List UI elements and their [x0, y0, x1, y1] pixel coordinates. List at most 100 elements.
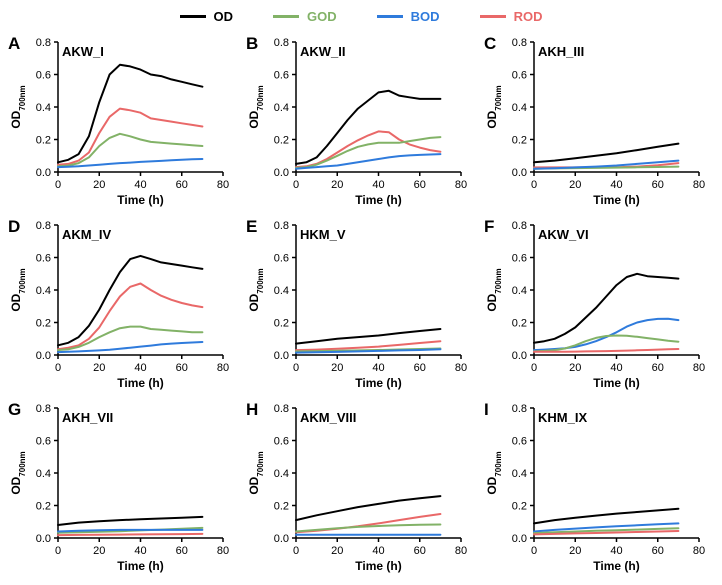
svg-text:0.4: 0.4	[36, 468, 51, 480]
svg-text:0.4: 0.4	[36, 102, 51, 114]
svg-text:0.2: 0.2	[36, 501, 51, 513]
legend-label: BOD	[411, 9, 440, 24]
legend-item: GOD	[273, 9, 337, 24]
svg-text:OD700nm: OD700nm	[485, 85, 503, 128]
svg-text:0.0: 0.0	[274, 533, 289, 545]
svg-text:0.0: 0.0	[512, 533, 527, 545]
svg-text:40: 40	[610, 179, 622, 191]
svg-text:0: 0	[55, 362, 61, 374]
svg-text:0.8: 0.8	[36, 37, 51, 49]
panel-chart: 0.00.20.40.60.8020406080OD700nmTime (h)	[476, 213, 714, 396]
legend-swatch	[377, 15, 403, 18]
svg-text:40: 40	[610, 362, 622, 374]
legend-label: OD	[214, 9, 234, 24]
svg-text:0.0: 0.0	[512, 350, 527, 362]
svg-text:80: 80	[693, 545, 705, 557]
svg-text:60: 60	[652, 179, 664, 191]
panel-title: AKW_II	[300, 44, 346, 59]
series-line	[296, 137, 440, 168]
svg-text:0.6: 0.6	[274, 436, 289, 448]
svg-text:0.2: 0.2	[36, 318, 51, 330]
svg-text:OD700nm: OD700nm	[9, 85, 27, 128]
svg-text:OD700nm: OD700nm	[9, 268, 27, 311]
svg-text:0.2: 0.2	[512, 501, 527, 513]
svg-text:0.0: 0.0	[274, 167, 289, 179]
svg-text:80: 80	[455, 179, 467, 191]
panel-chart: 0.00.20.40.60.8020406080OD700nmTime (h)	[0, 30, 238, 213]
panel-title: HKM_V	[300, 227, 346, 242]
svg-text:0.4: 0.4	[274, 285, 289, 297]
svg-text:0.8: 0.8	[512, 37, 527, 49]
panel: IKHM_IX0.00.20.40.60.8020406080OD700nmTi…	[476, 396, 714, 579]
series-line	[534, 319, 678, 350]
svg-text:0: 0	[531, 362, 537, 374]
svg-text:80: 80	[455, 545, 467, 557]
panel: EHKM_V0.00.20.40.60.8020406080OD700nmTim…	[238, 213, 476, 396]
panel-grid: AAKW_I0.00.20.40.60.8020406080OD700nmTim…	[0, 30, 722, 585]
series-line	[58, 134, 202, 167]
svg-text:0.6: 0.6	[512, 253, 527, 265]
svg-text:0.8: 0.8	[512, 220, 527, 232]
svg-text:40: 40	[372, 545, 384, 557]
svg-text:Time (h): Time (h)	[593, 376, 639, 390]
series-line	[296, 525, 440, 532]
svg-text:80: 80	[217, 179, 229, 191]
svg-text:OD700nm: OD700nm	[247, 85, 265, 128]
panel-title: AKW_VI	[538, 227, 589, 242]
svg-text:60: 60	[176, 545, 188, 557]
svg-text:40: 40	[134, 545, 146, 557]
svg-text:0.8: 0.8	[36, 220, 51, 232]
svg-text:OD700nm: OD700nm	[247, 451, 265, 494]
svg-text:40: 40	[134, 179, 146, 191]
panel-title: AKW_I	[62, 44, 104, 59]
legend-swatch	[180, 15, 206, 18]
svg-text:0: 0	[531, 179, 537, 191]
svg-text:60: 60	[652, 362, 664, 374]
svg-text:0.2: 0.2	[36, 135, 51, 147]
svg-text:80: 80	[217, 362, 229, 374]
svg-text:0.6: 0.6	[274, 253, 289, 265]
svg-text:0: 0	[55, 545, 61, 557]
svg-text:0.0: 0.0	[36, 167, 51, 179]
svg-text:Time (h): Time (h)	[355, 193, 401, 207]
panel-letter: E	[246, 217, 257, 237]
svg-text:0.2: 0.2	[512, 135, 527, 147]
svg-text:80: 80	[693, 362, 705, 374]
svg-text:0: 0	[293, 179, 299, 191]
panel-letter: C	[484, 34, 496, 54]
svg-text:20: 20	[569, 179, 581, 191]
panel-title: KHM_IX	[538, 410, 587, 425]
svg-text:60: 60	[414, 362, 426, 374]
series-line	[534, 509, 678, 524]
legend-item: BOD	[377, 9, 440, 24]
svg-text:0.4: 0.4	[36, 285, 51, 297]
svg-text:20: 20	[93, 179, 105, 191]
svg-text:80: 80	[217, 545, 229, 557]
panel: CAKH_III0.00.20.40.60.8020406080OD700nmT…	[476, 30, 714, 213]
svg-text:Time (h): Time (h)	[593, 559, 639, 573]
panel: HAKM_VIII0.00.20.40.60.8020406080OD700nm…	[238, 396, 476, 579]
panel-title: AKH_III	[538, 44, 584, 59]
legend: ODGODBODROD	[0, 6, 722, 26]
svg-text:0.0: 0.0	[274, 350, 289, 362]
panel-letter: D	[8, 217, 20, 237]
svg-text:0.6: 0.6	[36, 253, 51, 265]
svg-text:40: 40	[610, 545, 622, 557]
svg-text:40: 40	[372, 179, 384, 191]
svg-text:0.6: 0.6	[36, 70, 51, 82]
series-line	[58, 327, 202, 351]
svg-text:Time (h): Time (h)	[355, 376, 401, 390]
svg-text:0.4: 0.4	[512, 102, 527, 114]
svg-text:0.0: 0.0	[36, 533, 51, 545]
panel: AAKW_I0.00.20.40.60.8020406080OD700nmTim…	[0, 30, 238, 213]
panel: GAKH_VII0.00.20.40.60.8020406080OD700nmT…	[0, 396, 238, 579]
panel: BAKW_II0.00.20.40.60.8020406080OD700nmTi…	[238, 30, 476, 213]
series-line	[58, 517, 202, 525]
svg-text:0.8: 0.8	[274, 403, 289, 415]
svg-text:20: 20	[331, 179, 343, 191]
svg-text:OD700nm: OD700nm	[485, 451, 503, 494]
svg-text:80: 80	[693, 179, 705, 191]
legend-swatch	[480, 15, 506, 18]
svg-text:40: 40	[134, 362, 146, 374]
panel-letter: G	[8, 400, 21, 420]
